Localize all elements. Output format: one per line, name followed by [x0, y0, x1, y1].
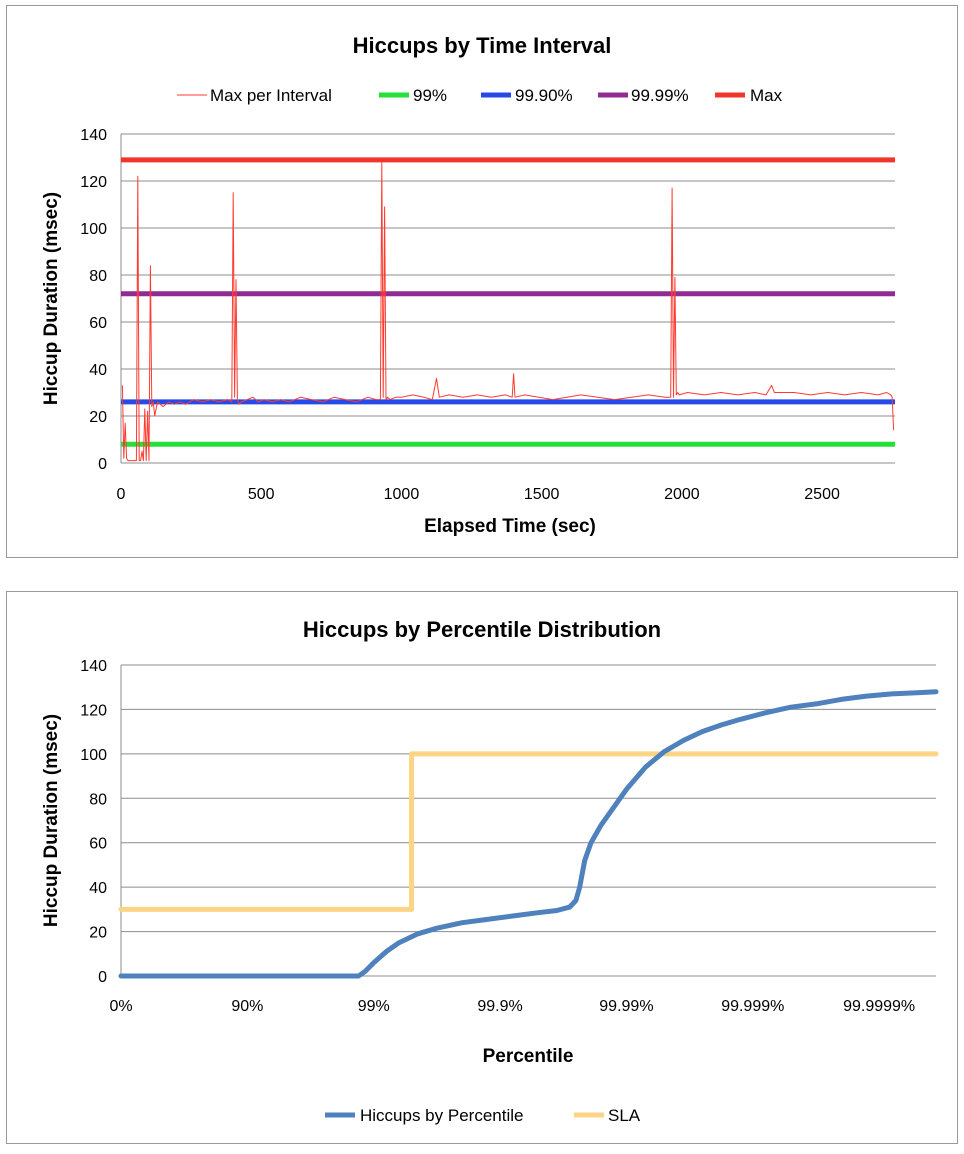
- x-tick-label: 99%: [358, 998, 390, 1015]
- x-axis-title: Elapsed Time (sec): [424, 516, 596, 537]
- y-tick-label: 140: [80, 658, 107, 675]
- x-tick-label: 500: [248, 486, 275, 503]
- legend-label: 99.99%: [631, 86, 689, 105]
- y-tick-label: 80: [89, 791, 107, 808]
- legend-label: 99%: [413, 86, 447, 105]
- y-tick-label: 60: [89, 315, 107, 332]
- y-tick-label: 100: [80, 747, 107, 764]
- legend-label: 99.90%: [515, 86, 573, 105]
- y-tick-label: 120: [80, 702, 107, 719]
- y-tick-label: 20: [89, 925, 107, 942]
- x-tick-label: 1000: [384, 486, 420, 503]
- chart-title: Hiccups by Percentile Distribution: [303, 617, 661, 642]
- series-line-2: [118, 751, 939, 912]
- y-tick-label: 100: [80, 221, 107, 238]
- percentile-chart: Hiccups by Percentile Distribution 0 20 40 6…: [41, 617, 939, 1125]
- x-tick-label: 99.99%: [599, 998, 653, 1015]
- y-tick-label: 80: [89, 268, 107, 285]
- x-axis-title: Percentile: [483, 1046, 574, 1067]
- x-tick-label: 90%: [231, 998, 263, 1015]
- legend-label: Hiccups by Percentile: [360, 1106, 523, 1125]
- y-axis-title: Hiccup Duration (msec): [41, 192, 62, 405]
- x-tick-label: 2500: [804, 486, 840, 503]
- x-tick-label: 99.9%: [477, 998, 522, 1015]
- y-tick-label: 60: [89, 836, 107, 853]
- legend-label: SLA: [608, 1106, 641, 1125]
- time-interval-chart: Hiccups by Time Interval 0 20 40 60 80 100 120 1…: [41, 33, 895, 537]
- x-tick-label: 1500: [524, 486, 560, 503]
- y-tick-label: 0: [98, 456, 107, 473]
- y-tick-label: 40: [89, 362, 107, 379]
- y-tick-label: 20: [89, 409, 107, 426]
- y-tick-label: 40: [89, 880, 107, 897]
- series-line-1: [121, 161, 895, 462]
- x-tick-label: 0: [117, 486, 126, 503]
- legend-label: Max per Interval: [210, 86, 332, 105]
- legend-label: Max: [750, 86, 783, 105]
- y-tick-label: 140: [80, 127, 107, 144]
- x-tick-label: 2000: [664, 486, 700, 503]
- chart-panel-percentile: Hiccups by Percentile Distribution 0 20 40 6…: [6, 591, 958, 1144]
- y-tick-label: 0: [98, 969, 107, 986]
- chart-title: Hiccups by Time Interval: [353, 33, 612, 58]
- x-tick-label: 99.9999%: [843, 998, 915, 1015]
- series-line-1: [118, 689, 939, 979]
- chart-panel-time-interval: Hiccups by Time Interval 0 20 40 60 80 100 120 1…: [6, 5, 958, 558]
- y-axis-title: Hiccup Duration (msec): [41, 714, 62, 927]
- x-tick-label: 99.999%: [721, 998, 784, 1015]
- y-tick-label: 120: [80, 174, 107, 191]
- x-tick-label: 0%: [109, 998, 132, 1015]
